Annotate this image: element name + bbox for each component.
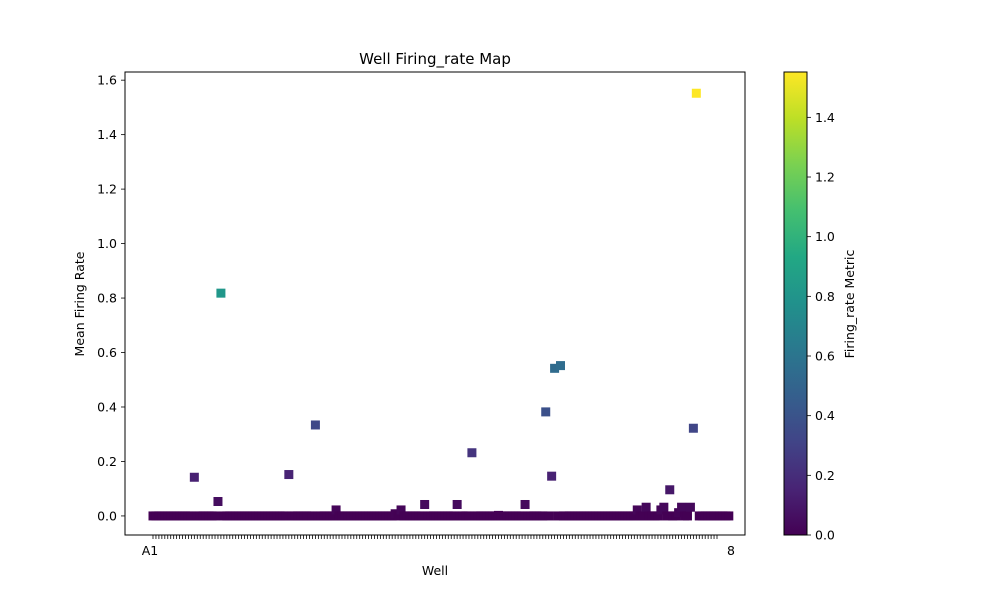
data-point — [467, 448, 477, 458]
data-point — [449, 511, 459, 521]
colorbar-tick-label: 0.6 — [815, 349, 835, 364]
data-point — [417, 511, 427, 521]
data-point — [677, 502, 687, 512]
data-point — [550, 363, 560, 373]
data-point — [638, 511, 648, 521]
data-point — [520, 499, 530, 509]
chart-title: Well Firing_rate Map — [359, 50, 511, 69]
colorbar-tick-label: 1.0 — [815, 229, 835, 244]
data-point — [186, 511, 196, 521]
data-point — [393, 511, 403, 521]
y-tick-label: 1.4 — [97, 127, 117, 142]
data-point — [632, 505, 642, 515]
data-point — [517, 511, 527, 521]
data-point — [665, 485, 675, 495]
colorbar-tick-label: 1.4 — [815, 110, 835, 125]
data-point — [555, 361, 565, 371]
y-tick-label: 0.4 — [97, 399, 117, 414]
y-axis-label: Mean Firing Rate — [72, 251, 87, 356]
data-point — [685, 502, 695, 512]
plot-frame — [124, 71, 746, 536]
y-tick-label: 1.0 — [97, 236, 117, 251]
data-point — [541, 407, 551, 417]
y-tick-label: 0.2 — [97, 454, 117, 469]
data-point — [653, 511, 663, 521]
data-point — [659, 502, 669, 512]
data-point — [281, 511, 291, 521]
colorbar-tick-label: 0.8 — [815, 289, 835, 304]
data-point — [396, 505, 406, 515]
y-tick-label: 0.0 — [97, 508, 117, 523]
data-point — [547, 471, 557, 481]
data-point — [691, 88, 701, 98]
colorbar-label: Firing_rate Metric — [842, 250, 857, 359]
data-point — [284, 470, 294, 480]
data-point — [682, 511, 692, 521]
colorbar-tick-label: 1.2 — [815, 170, 835, 185]
y-axis-ticks: 0.0 0.2 0.4 0.6 0.8 1.0 1.2 1.4 1.6 — [97, 73, 125, 523]
y-tick-label: 1.2 — [97, 182, 117, 197]
data-point — [213, 497, 223, 507]
y-tick-label: 1.6 — [97, 73, 117, 88]
data-point — [641, 502, 651, 512]
data-point — [420, 499, 430, 509]
data-point — [189, 472, 199, 482]
x-axis-label: Well — [422, 563, 448, 578]
data-point — [331, 505, 341, 515]
data-point — [210, 511, 220, 521]
x-last-label: 8 — [727, 543, 735, 558]
data-point — [310, 420, 320, 430]
data-point — [216, 288, 226, 298]
data-point — [307, 511, 317, 521]
colorbar-ticks: 0.0 0.2 0.4 0.6 0.8 1.0 1.2 1.4 — [807, 110, 835, 543]
data-point — [674, 508, 684, 518]
x-first-label: A1 — [142, 543, 159, 558]
x-axis-ticks — [152, 535, 718, 539]
data-point — [629, 511, 639, 521]
data-point — [662, 511, 672, 521]
data-point — [328, 511, 338, 521]
data-point — [553, 511, 563, 521]
data-points — [148, 88, 734, 521]
y-tick-label: 0.6 — [97, 345, 117, 360]
data-point — [724, 511, 734, 521]
data-point — [688, 423, 698, 433]
colorbar-tick-label: 0.2 — [815, 468, 835, 483]
data-point — [538, 511, 548, 521]
colorbar — [783, 71, 808, 536]
colorbar-tick-label: 0.0 — [815, 528, 835, 543]
data-point — [544, 511, 554, 521]
data-point — [464, 511, 474, 521]
y-tick-label: 0.8 — [97, 291, 117, 306]
colorbar-tick-label: 0.4 — [815, 408, 835, 423]
data-point — [452, 499, 462, 509]
